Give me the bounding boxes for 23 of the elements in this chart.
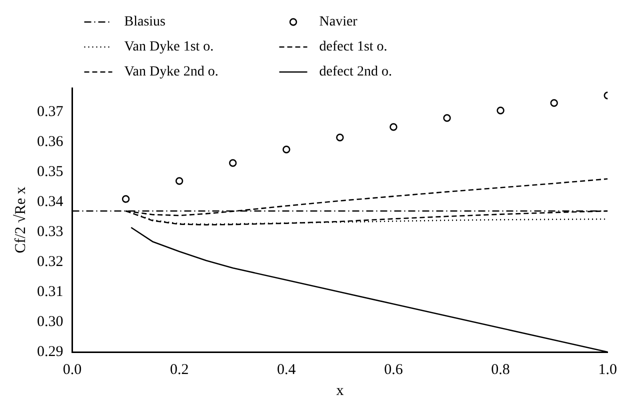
legend-label: defect 1st o. [319, 40, 388, 55]
y-axis-title: Cf/2 √Re x [12, 186, 29, 254]
legend-label: Navier [319, 14, 358, 30]
x-axis-title: x [336, 382, 344, 399]
y-tick-label: 0.34 [37, 194, 64, 210]
y-tick-label: 0.30 [37, 314, 64, 330]
y-tick-label: 0.33 [37, 224, 64, 240]
x-tick-label: 0.4 [277, 362, 296, 378]
x-tick-label: 1.0 [598, 362, 617, 378]
y-tick-label: 0.31 [37, 284, 64, 300]
y-tick-label: 0.29 [37, 344, 64, 360]
legend-label: Van Dyke 2nd o. [124, 64, 218, 80]
legend-label: Blasius [124, 14, 166, 30]
x-tick-label: 0.0 [62, 362, 82, 378]
x-tick-label: 0.6 [384, 362, 404, 378]
x-tick-label: 0.2 [170, 362, 189, 378]
legend-label: defect 2nd o. [319, 64, 392, 80]
y-tick-label: 0.37 [37, 104, 64, 120]
y-tick-label: 0.35 [37, 164, 64, 180]
y-tick-label: 0.36 [37, 134, 64, 150]
legend-label: Van Dyke 1st o. [124, 40, 214, 55]
x-tick-label: 0.8 [491, 362, 510, 378]
y-tick-label: 0.32 [37, 254, 64, 270]
